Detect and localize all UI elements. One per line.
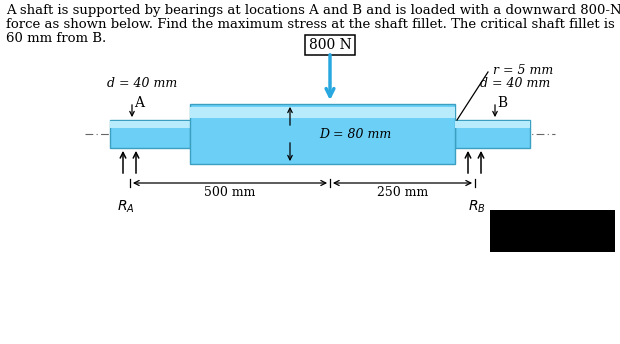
Text: A shaft is supported by bearings at locations A and B and is loaded with a downw: A shaft is supported by bearings at loca…: [6, 4, 620, 17]
Text: r = 5 mm: r = 5 mm: [493, 65, 553, 77]
Text: d = 40 mm: d = 40 mm: [480, 77, 550, 90]
Text: 250 mm: 250 mm: [377, 186, 428, 199]
Text: force as shown below. Find the maximum stress at the shaft fillet. The critical : force as shown below. Find the maximum s…: [6, 18, 615, 31]
Bar: [455, 121, 530, 128]
Text: B: B: [497, 96, 507, 110]
Bar: [190, 107, 455, 118]
Text: 60 mm from B.: 60 mm from B.: [6, 32, 106, 45]
Bar: [490, 210, 615, 252]
Text: A: A: [134, 96, 144, 110]
Text: $R_A$: $R_A$: [117, 199, 135, 215]
Bar: [190, 104, 455, 164]
Text: d = 40 mm: d = 40 mm: [107, 77, 177, 90]
Text: $R_B$: $R_B$: [468, 199, 486, 215]
Bar: [110, 120, 190, 148]
Text: D = 80 mm: D = 80 mm: [319, 128, 391, 140]
Text: 800 N: 800 N: [309, 38, 352, 52]
Bar: [110, 121, 190, 128]
Bar: [455, 120, 530, 148]
Text: 500 mm: 500 mm: [205, 186, 255, 199]
